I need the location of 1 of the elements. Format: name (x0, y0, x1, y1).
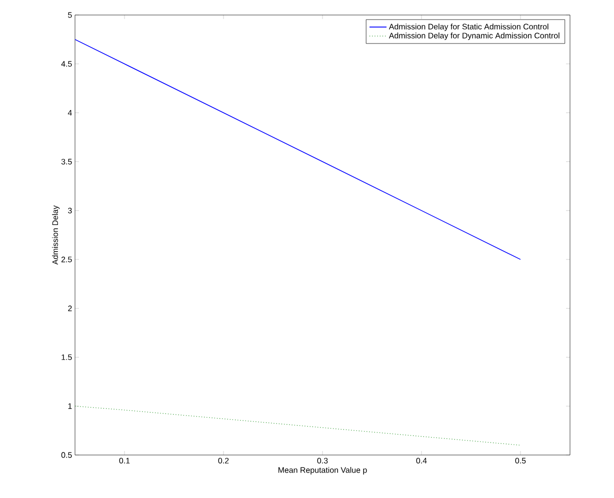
line-series (75, 39, 521, 260)
